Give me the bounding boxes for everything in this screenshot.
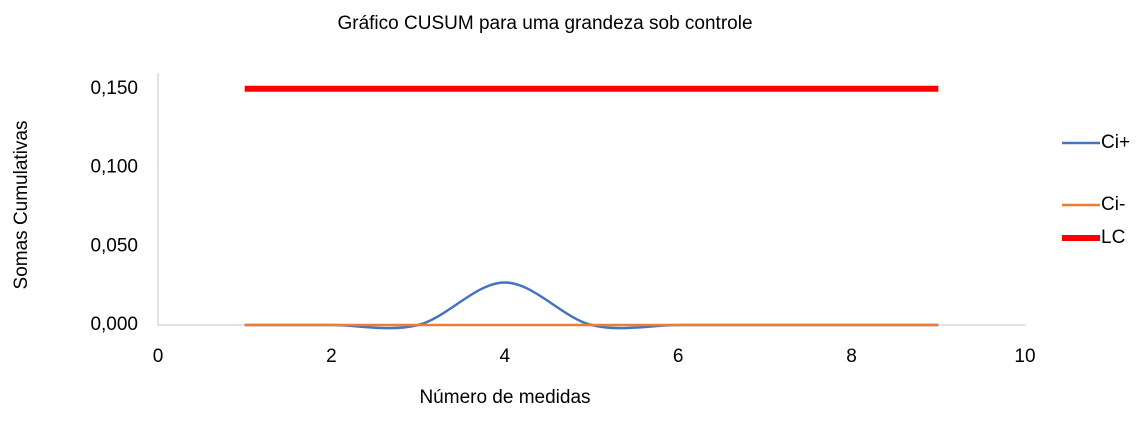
x-tick-label: 2: [326, 346, 337, 367]
x-tick-label: 0: [153, 346, 164, 367]
y-tick-label: 0,150: [90, 78, 138, 99]
y-axis-label: Somas Cumulativas: [11, 121, 32, 290]
x-tick-label: 4: [500, 346, 511, 367]
legend-label: LC: [1101, 227, 1125, 248]
chart-title: Gráfico CUSUM para uma grandeza sob cont…: [337, 13, 752, 34]
y-tick-label: 0,050: [90, 235, 138, 256]
x-tick-label: 6: [673, 346, 684, 367]
legend-label: Ci+: [1101, 132, 1130, 153]
x-axis-label: Número de medidas: [419, 387, 590, 408]
y-tick-label: 0,100: [90, 157, 138, 178]
legend-label: Ci-: [1101, 194, 1125, 215]
y-tick-label: 0,000: [90, 314, 138, 335]
series-line: [244, 281, 939, 330]
x-tick-label: 8: [846, 346, 857, 367]
x-tick-label: 10: [1014, 346, 1035, 367]
